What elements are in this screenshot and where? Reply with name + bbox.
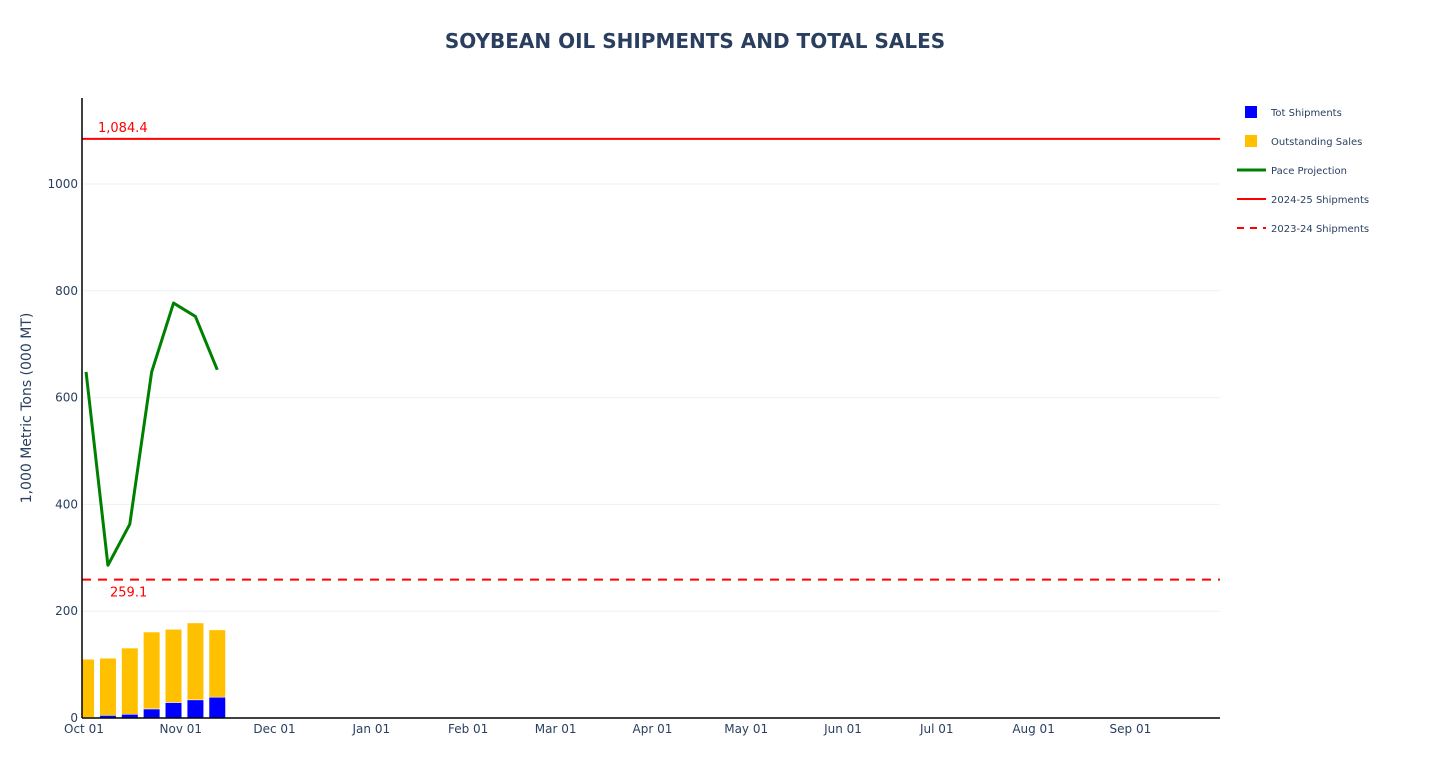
legend-item[interactable]: Outstanding Sales <box>1271 137 1362 148</box>
y-tick-label: 200 <box>55 604 78 618</box>
y-axis-label: 1,000 Metric Tons (000 MT) <box>19 313 35 504</box>
legend-swatch-1 <box>1245 135 1257 147</box>
bar-outstanding-sales <box>121 647 139 715</box>
x-tick-label: Mar 01 <box>535 722 577 736</box>
legend-swatch-0 <box>1245 106 1257 118</box>
pace-projection-line <box>84 301 219 567</box>
bar-outstanding-sales <box>81 659 95 718</box>
hline-label-2024-25: 1,084.4 <box>98 121 148 136</box>
bar-tot-shipments <box>186 699 204 719</box>
x-tick-label: May 01 <box>724 722 768 736</box>
legend-item[interactable]: Pace Projection <box>1271 166 1347 177</box>
bars <box>81 622 226 719</box>
legend-item[interactable]: 2023-24 Shipments <box>1271 224 1369 235</box>
hline-label-2023-24: 259.1 <box>110 586 147 601</box>
bar-outstanding-sales <box>165 629 183 703</box>
x-tick-label: Nov 01 <box>160 722 203 736</box>
x-tick-label: Feb 01 <box>448 722 488 736</box>
bar-outstanding-sales <box>99 657 117 716</box>
legend[interactable]: Tot Shipments Outstanding Sales Pace Proje… <box>1237 106 1369 235</box>
y-tick-label: 800 <box>55 284 78 298</box>
y-tick-label: 400 <box>55 497 78 511</box>
bar-tot-shipments <box>143 708 161 719</box>
x-tick-label: Jan 01 <box>352 722 391 736</box>
bar-outstanding-sales <box>143 631 161 710</box>
lines: 1,084.4 259.1 <box>82 121 1220 601</box>
x-tick-label: Aug 01 <box>1012 722 1055 736</box>
axes: 0 200 400 600 800 1000 Oct 01 Nov 01 Dec 01 Jan 0… <box>47 98 1220 736</box>
legend-item[interactable]: Tot Shipments <box>1270 108 1342 119</box>
y-tick-label: 0 <box>70 711 78 725</box>
chart-title: SOYBEAN OIL SHIPMENTS AND TOTAL SALES <box>445 29 945 53</box>
x-tick-label: Jun 01 <box>823 722 862 736</box>
bar-tot-shipments <box>208 696 226 719</box>
x-tick-label: Oct 01 <box>64 722 104 736</box>
y-tick-label: 1000 <box>47 177 78 191</box>
legend-item[interactable]: 2024-25 Shipments <box>1271 195 1369 206</box>
x-tick-label: Sep 01 <box>1110 722 1152 736</box>
bar-outstanding-sales <box>186 622 204 701</box>
x-tick-label: Apr 01 <box>633 722 673 736</box>
y-tick-label: 600 <box>55 391 78 405</box>
x-tick-label: Dec 01 <box>253 722 295 736</box>
bar-outstanding-sales <box>208 629 226 698</box>
x-tick-label: Jul 01 <box>919 722 954 736</box>
gridlines <box>82 183 1220 612</box>
bar-tot-shipments <box>165 702 183 719</box>
